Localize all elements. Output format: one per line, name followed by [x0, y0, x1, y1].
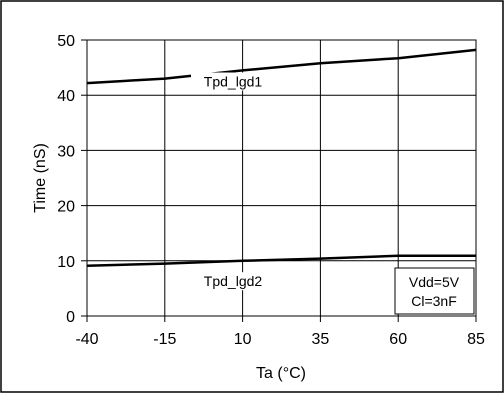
condition-vdd: Vdd=5V — [409, 274, 460, 290]
x-tick-label: 85 — [467, 331, 485, 348]
x-tick-label: 60 — [389, 331, 407, 348]
y-tick-label: 10 — [57, 254, 75, 271]
series-label-bg — [191, 72, 275, 91]
x-tick-label: -40 — [75, 331, 98, 348]
series-lines — [86, 48, 477, 268]
tick-labels: -40 -15 10 35 60 85 0 10 20 30 40 50 — [57, 33, 485, 348]
series-label-1: Tpd_lgd1 — [204, 74, 263, 90]
y-tick-label: 0 — [66, 309, 75, 326]
series-label-2: Tpd_lgd2 — [204, 273, 263, 289]
axis-ticks — [81, 39, 477, 322]
x-tick-label: 10 — [234, 331, 252, 348]
x-tick-label: 35 — [312, 331, 330, 348]
condition-cl: Cl=3nF — [411, 293, 457, 309]
y-tick-label: 50 — [57, 33, 75, 50]
conditions-box — [394, 267, 475, 315]
series-label-bg — [191, 272, 275, 291]
series-labels: Tpd_lgd1 Tpd_lgd2 — [191, 72, 275, 291]
series-line-2 — [86, 254, 476, 268]
x-tick-label: -15 — [153, 331, 176, 348]
series-line-1 — [86, 48, 477, 85]
y-tick-label: 30 — [57, 143, 75, 160]
x-axis-label: Ta (°C) — [256, 365, 306, 382]
y-axis-label: Time (nS) — [32, 143, 49, 213]
conditions-annotation: Vdd=5V Cl=3nF — [394, 267, 475, 315]
y-tick-label: 20 — [57, 199, 75, 216]
y-tick-label: 40 — [57, 88, 75, 105]
